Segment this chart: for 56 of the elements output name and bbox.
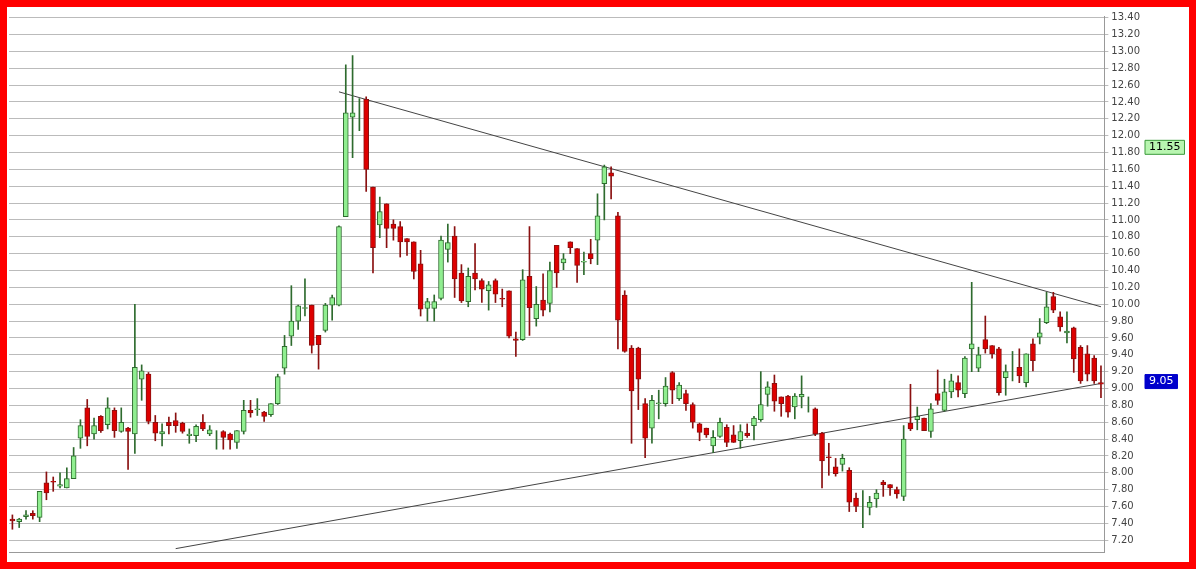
y-tick-label: 10.60 xyxy=(1111,247,1141,259)
y-tick-label: 7.80 xyxy=(1111,483,1134,495)
y-tick-label: 10.00 xyxy=(1111,297,1141,309)
y-tick-label: 9.60 xyxy=(1111,331,1134,343)
y-tick-label: 8.20 xyxy=(1111,449,1134,461)
candlestick xyxy=(744,423,751,438)
candlestick xyxy=(826,442,832,476)
candlestick xyxy=(581,251,587,276)
candlestick xyxy=(655,389,662,420)
y-tick-label: 9.20 xyxy=(1111,365,1134,377)
candlestick xyxy=(513,331,519,357)
y-tick-label: 7.60 xyxy=(1111,500,1134,512)
candlestick xyxy=(50,476,57,492)
text: 9.05 xyxy=(1149,374,1174,388)
y-tick-label: 12.80 xyxy=(1111,61,1141,73)
candlestick xyxy=(934,369,941,405)
y-tick-label: 7.40 xyxy=(1111,516,1134,528)
y-tick-label: 8.40 xyxy=(1111,432,1134,444)
candlestick xyxy=(472,243,478,291)
y-tick-label: 8.00 xyxy=(1111,466,1134,478)
candlestick xyxy=(608,166,614,200)
y-tick-label: 10.40 xyxy=(1111,264,1141,276)
candlestick xyxy=(914,406,921,431)
y-tick-label: 11.80 xyxy=(1111,146,1141,158)
y-tick-label: 9.40 xyxy=(1111,348,1134,360)
y-tick-label: 7.20 xyxy=(1111,533,1134,545)
candlestick xyxy=(125,426,131,470)
candlestick xyxy=(404,238,410,256)
y-tick-label: 11.60 xyxy=(1111,162,1141,174)
y-tick-label: 12.60 xyxy=(1111,78,1141,90)
candlestick xyxy=(1002,364,1009,396)
y-tick-label: 13.20 xyxy=(1111,28,1141,40)
text: 11.55 xyxy=(1149,140,1181,154)
y-tick-label: 9.00 xyxy=(1111,382,1134,394)
y-tick-label: 10.80 xyxy=(1111,230,1141,242)
y-tick-label: 11.40 xyxy=(1111,179,1141,191)
candlestick xyxy=(880,480,887,497)
candlestick xyxy=(166,416,172,435)
y-tick-label: 12.20 xyxy=(1111,112,1141,124)
candlestick xyxy=(57,472,63,489)
y-tick-label: 10.20 xyxy=(1111,280,1141,292)
candlestick xyxy=(540,273,546,317)
candlestick xyxy=(159,423,165,447)
y-tick-label: 13.00 xyxy=(1111,44,1141,56)
y-tick-label: 11.00 xyxy=(1111,213,1141,225)
y-tick-label: 12.40 xyxy=(1111,95,1141,107)
candlestick xyxy=(587,239,594,265)
candlestick xyxy=(23,510,29,520)
y-tick-label: 8.60 xyxy=(1111,415,1134,427)
y-tick-label: 8.80 xyxy=(1111,398,1134,410)
y-tick-label: 12.00 xyxy=(1111,129,1141,141)
candlestick xyxy=(499,288,506,308)
candlestick xyxy=(445,223,451,263)
y-tick-label: 13.40 xyxy=(1111,11,1141,23)
y-tick-label: 9.80 xyxy=(1111,314,1134,326)
y-tick-label: 11.20 xyxy=(1111,196,1141,208)
